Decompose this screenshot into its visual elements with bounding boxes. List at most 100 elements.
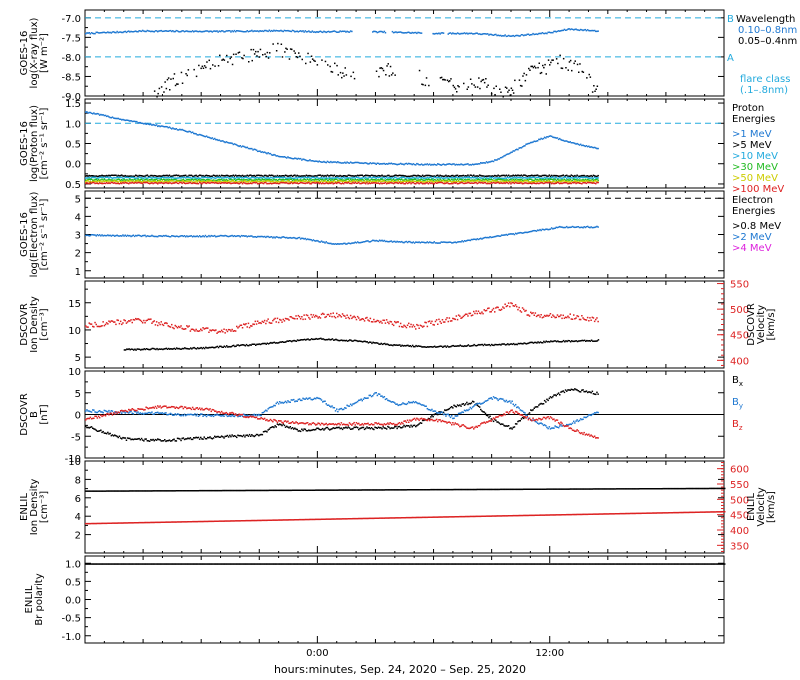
data-point [420,175,423,178]
data-point [291,175,294,177]
data-point [295,179,297,181]
data-point [160,180,162,183]
data-point [334,178,337,181]
data-point [507,182,510,185]
data-point [218,30,221,32]
data-point [104,175,107,177]
data-point [484,162,487,164]
data-point [237,235,239,237]
data-point [538,180,540,182]
data-point [188,180,190,182]
data-point [128,182,130,185]
data-point [268,236,271,239]
data-point [430,322,432,324]
data-point [132,234,135,236]
data-point [347,177,350,179]
data-point [282,318,284,321]
data-point [334,181,337,183]
data-point [129,178,131,180]
data-point [589,146,591,148]
data-point [516,343,518,346]
data-point [183,30,186,33]
data-point [234,30,237,33]
data-point [351,175,353,177]
data-point [405,175,408,178]
data-point [504,177,506,179]
data-point [411,344,414,347]
data-point [222,30,224,32]
data-point [361,174,363,176]
data-point [454,175,456,177]
data-point [337,176,339,179]
data-point [198,174,201,176]
data-point [98,182,101,184]
data-point [560,175,562,177]
data-point [220,181,223,183]
data-point [445,318,447,321]
data-point [372,174,374,177]
data-point [126,180,129,182]
data-point [380,182,382,184]
data-point [202,180,204,182]
data-point [246,182,248,185]
data-point [166,176,168,179]
data-point [299,157,302,160]
data-point [571,177,574,179]
data-point [511,180,513,182]
data-point [591,226,594,229]
data-point [525,231,527,234]
data-point [116,30,118,33]
y-tick-label: -9.0 [61,92,81,103]
data-point [461,163,463,166]
data-point [372,182,374,184]
data-point [545,180,547,183]
data-point [163,348,165,350]
data-point [510,180,512,183]
data-point [225,30,228,32]
data-point [96,31,99,34]
data-point [146,180,149,182]
data-point [526,231,528,234]
data-point [540,32,542,35]
data-point [236,175,238,177]
data-point [332,30,334,32]
data-point [407,344,409,347]
data-point [164,126,166,128]
data-point [381,180,383,183]
data-point [86,180,88,182]
data-point [93,234,95,236]
data-point [419,164,422,166]
data-point [90,112,93,114]
data-point [418,182,420,185]
data-point [578,175,581,177]
data-point [426,325,429,328]
data-point [100,182,102,184]
data-point [478,77,480,79]
data-point [402,326,404,328]
data-point [289,340,292,342]
data-point [398,325,401,328]
data-point [506,35,509,37]
data-point [525,177,527,179]
data-point [200,134,202,136]
data-point [525,182,527,184]
data-point [549,177,552,179]
data-point [524,231,526,234]
data-point [374,321,376,323]
data-point [549,31,552,34]
data-point [497,178,499,180]
data-point [490,178,492,181]
data-point [484,180,487,182]
data-point [391,180,394,182]
data-point [360,174,362,176]
data-point [408,180,410,183]
data-point [435,164,438,166]
data-point [164,179,166,181]
data-point [135,349,137,351]
data-point [575,178,577,181]
data-point [523,182,525,185]
data-point [176,174,179,177]
data-point [297,237,300,239]
data-point [516,180,518,182]
data-point [269,236,272,238]
